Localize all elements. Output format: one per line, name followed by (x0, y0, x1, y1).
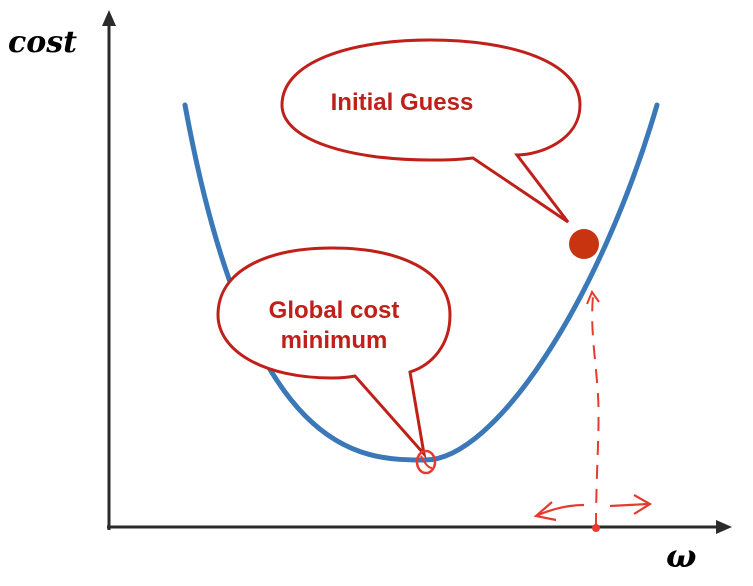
y-axis-label: cost (8, 25, 78, 60)
dashed-projection-line (591, 295, 600, 528)
x-axis-label: ω (666, 537, 697, 575)
global-minimum-label-line1: Global cost (268, 297, 400, 324)
initial-guess-callout (280, 38, 582, 224)
move-right-arrow (609, 494, 653, 515)
initial-guess-label: Initial Guess (330, 89, 474, 116)
global-minimum-callout (216, 246, 452, 459)
move-left-arrow (533, 501, 585, 522)
x-axis-arrowhead (716, 520, 732, 534)
global-minimum-marker (415, 449, 437, 475)
x-axis-guess-dot (592, 524, 600, 532)
y-axis-arrowhead (102, 10, 116, 26)
axes (102, 10, 732, 534)
initial-guess-point (569, 229, 599, 259)
global-minimum-label: Global cost minimum (222, 296, 446, 356)
projection-arrowhead (586, 289, 600, 305)
global-minimum-label-line2: minimum (280, 327, 388, 354)
